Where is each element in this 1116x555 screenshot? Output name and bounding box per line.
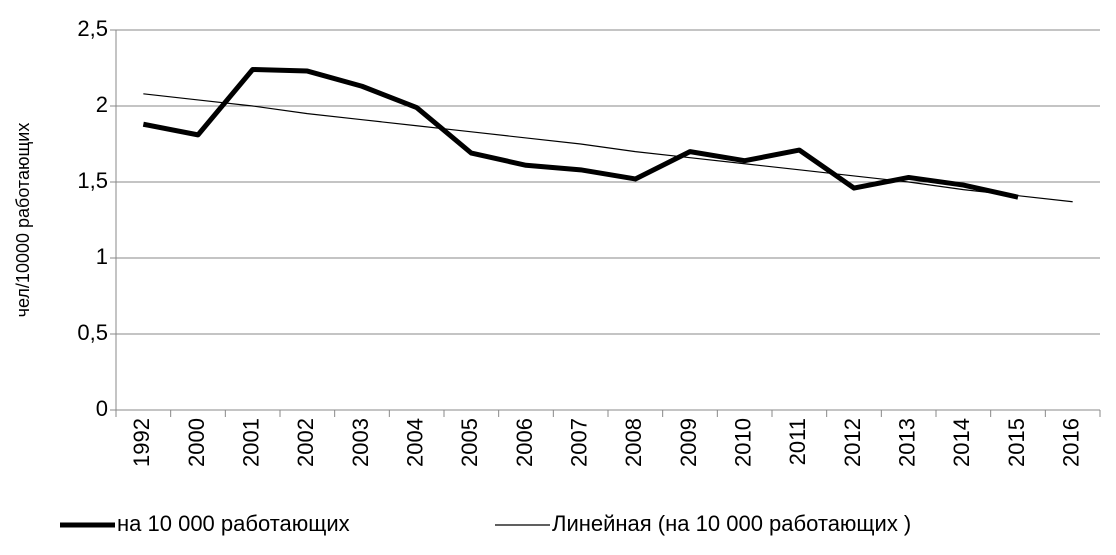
x-tick-label: 2015 (1004, 418, 1029, 467)
x-tick-label: 2010 (730, 418, 755, 467)
series-line (142, 67, 1019, 200)
x-tick-label: 2013 (894, 418, 919, 467)
x-tick-label: 2008 (621, 418, 646, 467)
y-tick-label: 1,5 (77, 168, 108, 193)
y-axis-label: чел/10000 работающих (13, 123, 33, 318)
x-tick-label: 2001 (238, 418, 263, 467)
series-line (143, 93, 1073, 203)
x-tick-label: 1992 (129, 418, 154, 467)
y-tick-label: 2,5 (77, 16, 108, 41)
x-tick-label: 2004 (402, 418, 427, 467)
x-tick-label: 2000 (184, 418, 209, 467)
x-tick-label: 2007 (566, 418, 591, 467)
x-tick-label: 2009 (676, 418, 701, 467)
legend-label: Линейная (на 10 000 работающих ) (552, 511, 911, 536)
y-tick-label: 0 (96, 396, 108, 421)
y-tick-label: 2 (96, 92, 108, 117)
y-tick-label: 1 (96, 244, 108, 269)
y-tick-label: 0,5 (77, 320, 108, 345)
x-tick-label: 2005 (457, 418, 482, 467)
x-tick-label: 2006 (512, 418, 537, 467)
x-tick-label: 2002 (293, 418, 318, 467)
legend-label: на 10 000 работающих (117, 511, 350, 536)
x-tick-label: 2003 (348, 418, 373, 467)
x-tick-label: 2014 (949, 418, 974, 467)
x-tick-label: 2011 (785, 418, 810, 465)
x-tick-label: 2016 (1058, 418, 1083, 467)
x-tick-label: 2012 (840, 418, 865, 467)
